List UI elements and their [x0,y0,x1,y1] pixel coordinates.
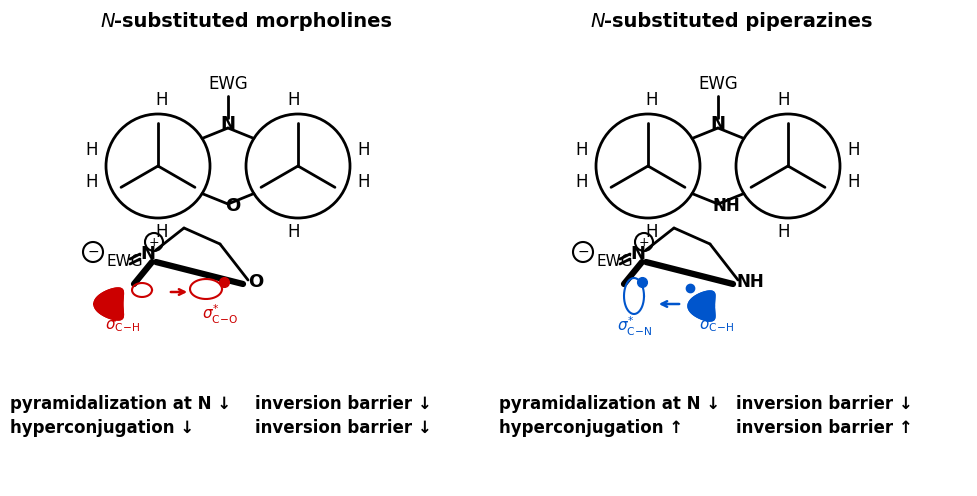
Text: EWG: EWG [106,254,143,269]
Text: H: H [575,173,587,191]
Text: H: H [777,91,789,109]
Text: −: − [87,245,99,259]
Text: +: + [149,236,159,248]
Text: −: − [576,245,588,259]
Text: $\sigma_{\rm C\mathregular{-}H}$: $\sigma_{\rm C\mathregular{-}H}$ [698,318,733,334]
Text: hyperconjugation ↓: hyperconjugation ↓ [10,419,193,437]
Text: -substituted morpholines: -substituted morpholines [114,12,392,31]
Text: H: H [287,223,300,241]
Text: H: H [645,91,658,109]
Text: N: N [630,245,645,263]
Text: H: H [86,141,98,159]
Text: H: H [86,173,98,191]
Text: $\mathbf{\mathit{N}}$: $\mathbf{\mathit{N}}$ [100,12,116,31]
Text: NH: NH [711,197,740,215]
Text: inversion barrier ↑: inversion barrier ↑ [736,419,912,437]
Text: H: H [287,91,300,109]
Text: inversion barrier ↓: inversion barrier ↓ [255,419,431,437]
Text: H: H [358,141,370,159]
Text: N: N [220,115,235,133]
Text: H: H [575,141,587,159]
Text: N: N [141,245,155,263]
Text: H: H [155,223,168,241]
Text: $\mathbf{\mathit{N}}$: $\mathbf{\mathit{N}}$ [589,12,606,31]
Text: N: N [709,115,725,133]
Text: H: H [777,223,789,241]
Text: inversion barrier ↓: inversion barrier ↓ [736,395,912,413]
Text: H: H [847,141,860,159]
Text: $\sigma_{\rm C\mathregular{-}N}^{*}$: $\sigma_{\rm C\mathregular{-}N}^{*}$ [616,314,651,338]
Text: -substituted piperazines: -substituted piperazines [604,12,871,31]
Text: $\sigma_{\rm C\mathregular{-}H}$: $\sigma_{\rm C\mathregular{-}H}$ [105,318,140,334]
Text: pyramidalization at N ↓: pyramidalization at N ↓ [498,395,719,413]
Text: EWG: EWG [698,75,737,93]
Text: H: H [358,173,370,191]
Text: hyperconjugation ↑: hyperconjugation ↑ [498,419,682,437]
Text: +: + [638,236,649,248]
Text: inversion barrier ↓: inversion barrier ↓ [255,395,431,413]
Text: H: H [645,223,658,241]
Text: $\sigma_{\rm C\mathregular{-}O}^{*}$: $\sigma_{\rm C\mathregular{-}O}^{*}$ [202,303,237,325]
Text: pyramidalization at N ↓: pyramidalization at N ↓ [10,395,231,413]
Text: H: H [847,173,860,191]
Polygon shape [687,291,714,321]
Polygon shape [94,288,123,320]
Text: O: O [225,197,240,215]
Text: NH: NH [736,273,763,291]
Text: EWG: EWG [208,75,247,93]
Text: EWG: EWG [595,254,632,269]
Text: O: O [248,273,264,291]
Text: H: H [155,91,168,109]
